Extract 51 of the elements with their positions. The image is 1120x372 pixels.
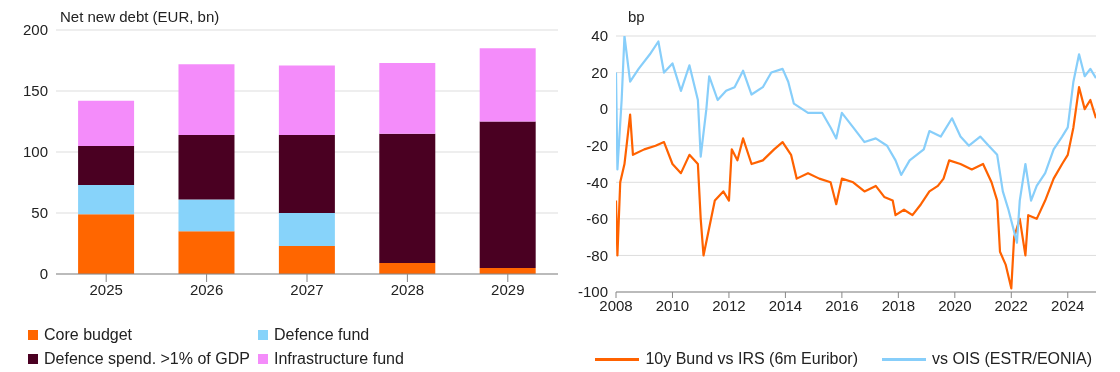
x-tick-label: 2012 xyxy=(712,296,746,314)
x-tick-label: 2024 xyxy=(1051,296,1085,314)
legend-label: 10y Bund vs IRS (6m Euribor) xyxy=(644,350,858,368)
legend-label: Defence fund xyxy=(273,326,371,344)
y-tick-label: -60 xyxy=(586,210,608,228)
y-tick-label: -40 xyxy=(586,173,608,191)
bar xyxy=(178,134,235,200)
x-tick-label: 2020 xyxy=(938,296,972,314)
legend-label: Infrastructure fund xyxy=(273,350,405,368)
x-tick-label: 2014 xyxy=(768,296,803,314)
x-tick-label: 2027 xyxy=(290,280,324,298)
line-series xyxy=(616,36,1096,244)
y-tick-label: 150 xyxy=(22,82,48,100)
bar xyxy=(178,64,235,135)
bar xyxy=(78,145,135,185)
bar xyxy=(178,199,235,232)
y-tick-label: 40 xyxy=(591,27,608,45)
x-tick-label: 2029 xyxy=(491,280,525,298)
x-tick-label: 2025 xyxy=(89,280,123,298)
x-tick-label: 2022 xyxy=(994,296,1028,314)
y-tick-label: 50 xyxy=(31,204,48,222)
legend-label: Core budget xyxy=(43,326,134,344)
bar xyxy=(379,263,436,274)
y-tick-label: -20 xyxy=(586,137,608,155)
bar xyxy=(278,65,335,135)
bar xyxy=(479,121,536,268)
x-tick-label: 2026 xyxy=(189,280,224,298)
bar xyxy=(78,214,135,274)
bar xyxy=(278,134,335,213)
y-tick-label: 0 xyxy=(39,265,48,283)
y-tick-label: 0 xyxy=(599,100,608,118)
bar xyxy=(78,184,135,215)
y-axis-title: bp xyxy=(628,8,645,25)
y-tick-label: -80 xyxy=(586,246,608,264)
x-tick-label: 2028 xyxy=(390,280,425,298)
bar xyxy=(479,48,536,122)
bar xyxy=(78,100,135,146)
y-tick-label: 200 xyxy=(22,21,48,39)
y-tick-label: 100 xyxy=(22,143,48,161)
y-tick-label: 20 xyxy=(591,63,608,81)
legend-label: vs OIS (ESTR/EONIA) xyxy=(931,350,1092,368)
bar xyxy=(178,231,235,274)
bar xyxy=(379,62,436,134)
x-tick-label: 2016 xyxy=(825,296,859,314)
x-tick-label: 2018 xyxy=(881,296,916,314)
y-axis-title: Net new debt (EUR, bn) xyxy=(60,8,220,25)
bar xyxy=(278,245,335,274)
bar xyxy=(379,133,436,264)
bar xyxy=(278,213,335,246)
x-tick-label: 2010 xyxy=(655,296,690,314)
legend-label: Defence spend. >1% of GDP xyxy=(43,350,251,368)
